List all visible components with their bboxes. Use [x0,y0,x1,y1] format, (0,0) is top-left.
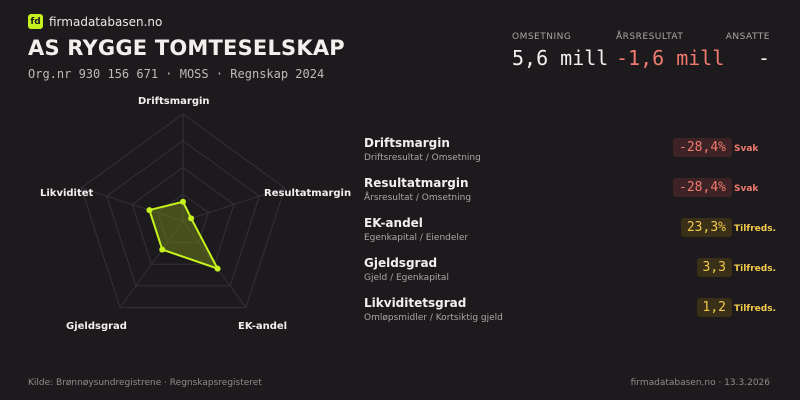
kpi-employees-value: - [757,46,770,70]
metric-name: Resultatmargin [364,176,469,190]
radar-axis-line [182,187,285,222]
metric-row-resultatmargin: Resultatmargin Årsresultat / Omsetning -… [364,176,774,216]
kpi-result: ÅRSRESULTAT -1,6 mill [616,32,724,70]
metric-status: Svak [734,144,759,154]
radar-value-polygon [148,200,220,271]
metric-name: Gjeldsgrad [364,256,438,270]
metric-value-badge: 3,3 [696,258,732,277]
metric-desc: Driftsresultat / Omsetning [364,153,481,163]
radar-axis-label-driftsmargin: Driftsmargin [138,96,210,107]
metric-desc: Årsresultat / Omsetning [364,193,472,203]
metric-row-gjeldsgrad: Gjeldsgrad Gjeld / Egenkapital 3,3 Tilfr… [364,256,776,296]
metric-value-badge: 1,2 [696,298,732,317]
metric-name: Likviditetsgrad [364,296,467,310]
kpi-employees: ANSATTE - [726,32,770,70]
radar-point-driftsmargin [180,198,186,205]
brand-logo-icon: fd [28,14,43,29]
company-name: AS RYGGE TOMTESELSKAP [28,36,345,60]
brand-name[interactable]: firmadatabasen.no [49,14,163,29]
metric-status: Svak [734,184,759,194]
metric-desc: Omløpsmidler / Kortsiktig gjeld [364,313,503,323]
metric-status: Tilfreds. [734,224,776,234]
radar-axis-label-ek-andel: EK-andel [238,321,288,332]
metric-status: Tilfreds. [734,264,776,274]
kpi-revenue-label: OMSETNING [512,32,572,42]
radar-axis-label-gjeldsgrad: Gjeldsgrad [66,321,127,332]
metric-value-badge: -28,4% [673,138,732,157]
radar-grid-ring [106,140,260,287]
kpi-result-value: -1,6 mill [616,46,725,70]
metric-name: Driftsmargin [364,136,450,150]
brand: fd firmadatabasen.no [28,14,162,29]
footer-source: Kilde: Brønnøysundregistrene · Regnskaps… [28,378,262,388]
radar-point-gjeldsgrad [159,246,166,253]
metric-status: Tilfreds. [734,304,776,314]
company-meta: Org.nr 930 156 671 · MOSS · Regnskap 202… [28,67,325,81]
radar-point-resultatmargin [188,215,195,222]
radar-data [146,198,221,272]
metric-desc: Egenkapital / Eiendeler [364,233,469,243]
metrics-list: Driftsmargin Driftsresultat / Omsetning … [364,136,776,336]
radar-axis-label-resultatmargin: Resultatmargin [264,188,352,199]
kpi-result-label: ÅRSRESULTAT [616,32,684,42]
metric-name: EK-andel [364,216,423,230]
metric-row-driftsmargin: Driftsmargin Driftsresultat / Omsetning … [364,136,774,176]
radar-chart [80,113,286,309]
metric-value-badge: 23,3% [680,218,732,237]
kpi-revenue: OMSETNING 5,6 mill [512,32,608,70]
radar-axis-label-likviditet: Likviditet [40,188,94,199]
metric-desc: Gjeld / Egenkapital [364,273,449,283]
metric-row-likviditetsgrad: Likviditetsgrad Omløpsmidler / Kortsikti… [364,296,776,336]
radar-grid-ring [131,166,235,265]
radar-point-likviditet [146,207,153,214]
metric-value-badge: -28,4% [673,178,732,197]
metric-row-ek-andel: EK-andel Egenkapital / Eiendeler 23,3% T… [364,216,776,256]
radar-grid-ring [80,113,286,309]
kpi-employees-label: ANSATTE [725,32,770,42]
kpi-revenue-value: 5,6 mill [512,46,609,70]
footer-site-date[interactable]: firmadatabasen.no · 13.3.2026 [630,378,770,388]
radar-point-ek-andel [214,265,221,272]
